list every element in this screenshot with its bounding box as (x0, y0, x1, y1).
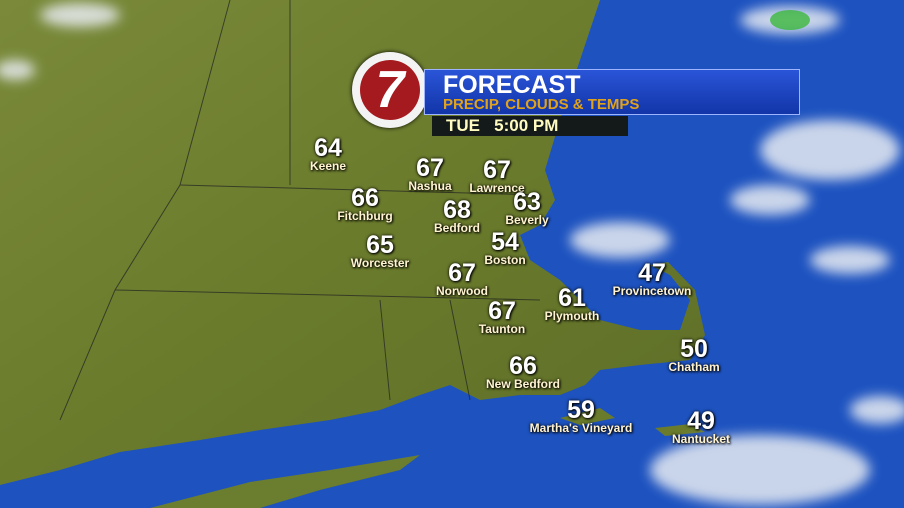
city-name: Norwood (436, 284, 488, 298)
temperature: 63 (513, 188, 541, 216)
city-name: Worcester (350, 256, 410, 270)
city-name: Martha's Vineyard (529, 421, 633, 435)
city-name: Provincetown (612, 284, 692, 298)
temperature: 66 (509, 352, 537, 380)
city-taunton: 67 Taunton (479, 299, 525, 336)
forecast-time: TUE 5:00 PM (432, 116, 628, 136)
temperature: 68 (443, 196, 471, 224)
city-name: Nashua (408, 179, 452, 193)
temperature: 67 (488, 297, 516, 325)
temperature: 54 (491, 228, 519, 256)
title: FORECAST (443, 71, 581, 99)
temperature: 67 (416, 154, 444, 182)
city-name: Beverly (505, 213, 549, 227)
temperature: 67 (483, 156, 511, 184)
city-martha-s-vineyard: 59 Martha's Vineyard (530, 398, 633, 435)
city-boston: 54 Boston (484, 230, 525, 267)
city-name: Boston (484, 253, 526, 267)
temperature: 49 (687, 407, 715, 435)
channel-7-logo: 7 (352, 52, 428, 128)
precip (770, 10, 810, 30)
city-name: New Bedford (485, 377, 561, 391)
city-name: Lawrence (469, 181, 525, 195)
city-worcester: 65 Worcester (351, 233, 409, 270)
city-name: Bedford (434, 221, 480, 235)
city-nantucket: 49 Nantucket (672, 409, 730, 446)
city-keene: 64 Keene (310, 136, 346, 173)
city-name: Taunton (478, 322, 526, 336)
city-name: Fitchburg (337, 209, 393, 223)
marthas-vineyard (560, 408, 615, 425)
city-name: Plymouth (544, 309, 600, 323)
title-banner: FORECAST PRECIP, CLOUDS & TEMPS (424, 69, 800, 115)
city-name: Chatham (668, 360, 720, 374)
city-chatham: 50 Chatham (668, 337, 719, 374)
temperature: 47 (638, 259, 666, 287)
city-provincetown: 47 Provincetown (613, 261, 692, 298)
temperature: 67 (448, 259, 476, 287)
city-beverly: 63 Beverly (505, 190, 548, 227)
city-nashua: 67 Nashua (408, 156, 451, 193)
city-bedford: 68 Bedford (434, 198, 480, 235)
city-fitchburg: 66 Fitchburg (337, 186, 392, 223)
borders (59, 0, 541, 421)
city-new-bedford: 66 New Bedford (486, 354, 560, 391)
temperature: 61 (558, 284, 586, 312)
temperature: 64 (314, 134, 342, 162)
city-lawrence: 67 Lawrence (469, 158, 524, 195)
temperature: 59 (567, 396, 595, 424)
temperature: 50 (680, 335, 708, 363)
city-plymouth: 61 Plymouth (545, 286, 600, 323)
subtitle: PRECIP, CLOUDS & TEMPS (443, 96, 640, 113)
long-island (150, 455, 420, 508)
city-norwood: 67 Norwood (436, 261, 488, 298)
city-name: Nantucket (671, 432, 731, 446)
city-name: Keene (309, 159, 347, 173)
temperature: 66 (351, 184, 379, 212)
temperature: 65 (366, 231, 394, 259)
forecast-header: 7 FORECAST PRECIP, CLOUDS & TEMPS TUE 5:… (352, 52, 802, 142)
clouds (0, 3, 904, 505)
nantucket (655, 424, 705, 436)
